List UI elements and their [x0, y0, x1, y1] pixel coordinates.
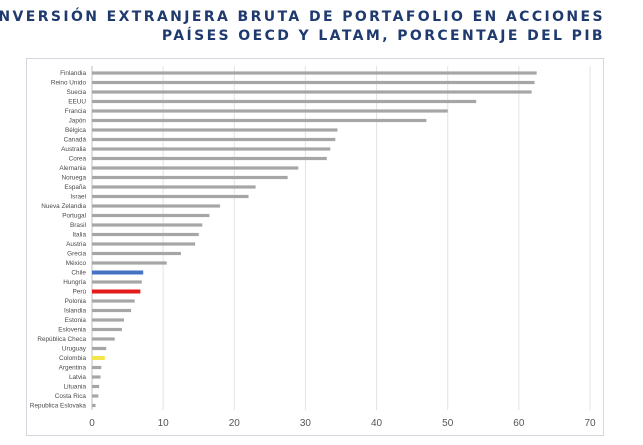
bar-rep-blica-checa: [92, 337, 115, 341]
x-tick-label: 30: [300, 418, 312, 429]
bar-m-xico: [92, 261, 167, 265]
bar-colombia: [92, 356, 105, 360]
category-label: Polonia: [65, 298, 87, 305]
category-label: Portugal: [62, 213, 86, 220]
chart-title: INVERSIÓN EXTRANJERA BRUTA DE PORTAFOLIO…: [0, 8, 605, 46]
category-label: Finlandia: [60, 70, 86, 77]
category-label: Canadá: [64, 137, 87, 144]
bar-costa-rica: [92, 394, 99, 398]
bar-alemania: [92, 166, 299, 170]
bar-islandia: [92, 308, 132, 313]
x-tick-label: 10: [158, 418, 170, 429]
bar-uruguay: [92, 346, 107, 351]
bar-portugal: [92, 213, 210, 218]
x-tick-label: 20: [229, 418, 241, 429]
category-label: Australia: [61, 146, 86, 153]
category-label: Colombia: [59, 355, 86, 362]
x-tick-label: 50: [442, 418, 454, 429]
bar-austria: [92, 242, 196, 246]
bar-hungr-a: [92, 280, 142, 284]
bar-israel: [92, 194, 249, 199]
bar-canad-: [92, 137, 336, 142]
bar-estonia: [92, 318, 125, 322]
category-label: España: [64, 184, 86, 191]
bar-reino-unido: [92, 80, 535, 85]
bar-lituania: [92, 384, 100, 389]
bar-italia: [92, 232, 199, 237]
category-label: Noruega: [61, 175, 86, 182]
category-label: Austria: [66, 241, 86, 248]
category-label: Costa Rica: [55, 393, 87, 400]
bar-eeuu: [92, 99, 477, 104]
category-label: Bélgica: [65, 127, 86, 134]
bar-chile: [92, 270, 144, 275]
category-label: Hungría: [63, 279, 86, 286]
category-label: Italia: [73, 232, 87, 239]
title-line-1: INVERSIÓN EXTRANJERA BRUTA DE PORTAFOLIO…: [0, 9, 605, 25]
category-label: Japón: [69, 118, 87, 125]
category-label: Islandia: [64, 308, 86, 315]
bar-espa-a: [92, 185, 256, 189]
category-label: Israel: [70, 194, 86, 201]
bar-finlandia: [92, 71, 537, 75]
bar-b-lgica: [92, 128, 338, 132]
category-label: Suecia: [66, 89, 86, 96]
title-line-2: PAÍSES OECD Y LATAM, PORCENTAJE DEL PIB: [161, 28, 605, 44]
bar-brasil: [92, 223, 203, 227]
category-label: Corea: [69, 156, 87, 163]
bar-per-: [92, 289, 141, 294]
category-label: Perú: [73, 289, 87, 296]
category-label: Argentina: [59, 365, 87, 372]
x-tick-label: 70: [584, 418, 596, 429]
bar-suecia: [92, 90, 532, 94]
category-label: Francia: [65, 108, 87, 115]
x-tick-label: 60: [513, 418, 525, 429]
bar-australia: [92, 147, 331, 151]
bar-polonia: [92, 299, 135, 303]
category-label: Grecia: [67, 251, 86, 258]
category-label: Lituania: [64, 384, 87, 391]
category-label: Chile: [71, 270, 86, 277]
bar-francia: [92, 109, 448, 113]
category-label: Alemania: [59, 165, 86, 172]
category-label: República Checa: [37, 336, 86, 343]
bar-republica-eslovaka: [92, 403, 96, 408]
bar-eslovenia: [92, 327, 122, 332]
bar-corea: [92, 156, 327, 161]
category-label: Nueva Zelandia: [41, 203, 86, 210]
x-tick-label: 0: [89, 418, 95, 429]
category-label: Estonia: [65, 317, 87, 324]
category-label: Brasil: [70, 222, 86, 229]
category-label: EEUU: [68, 99, 86, 106]
category-label: Republica Eslovaka: [30, 403, 87, 410]
category-label: Eslovenia: [58, 327, 86, 334]
bar-latvia: [92, 375, 101, 379]
bar-noruega: [92, 175, 288, 180]
x-tick-label: 40: [371, 418, 383, 429]
bar-argentina: [92, 365, 102, 370]
category-label: Reino Unido: [51, 80, 87, 87]
bar-jap-n: [92, 118, 427, 123]
category-label: Uruguay: [62, 346, 87, 353]
bar-grecia: [92, 251, 181, 256]
category-label: Latvia: [69, 374, 86, 381]
bar-nueva-zelandia: [92, 204, 221, 208]
category-label: México: [66, 260, 87, 267]
